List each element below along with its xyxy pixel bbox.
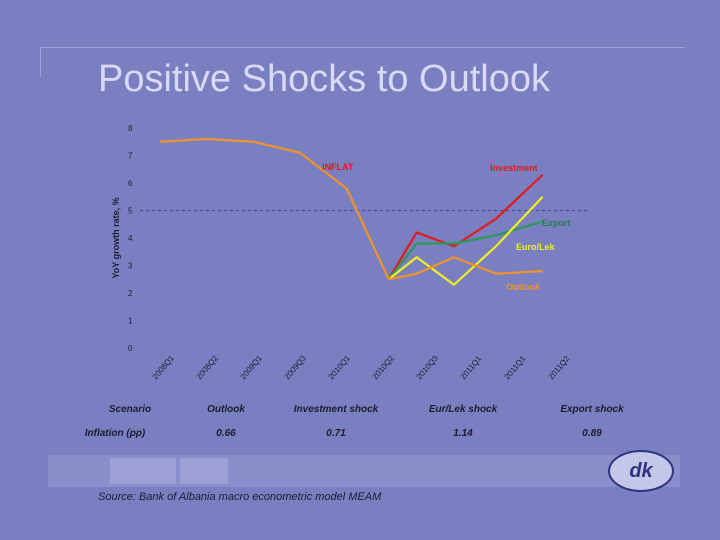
series-line-eurolek xyxy=(387,195,544,286)
y-tick-label: 6 xyxy=(128,179,133,188)
y-tick-label: 8 xyxy=(128,124,133,133)
y-axis-label: YoY growth rate, % xyxy=(111,197,121,278)
table-header-outlook: Outlook xyxy=(207,404,245,415)
x-tick-label: 2011Q1 xyxy=(503,354,528,382)
line-chart: 0 1 2 3 4 5 6 7 8 YoY growth rate, % 2008Q1 2008Q2 2… xyxy=(111,124,590,382)
y-tick-label: 3 xyxy=(128,262,133,271)
x-tick-label: 2009Q3 xyxy=(283,353,309,381)
table-header-row: Scenario Outlook Investment shock Eur/Le… xyxy=(0,404,720,420)
x-tick-label: 2010Q1 xyxy=(327,353,353,381)
series-label-export: Export xyxy=(542,218,571,228)
table-header-scenario: Scenario xyxy=(108,404,152,415)
header-rule xyxy=(40,47,685,48)
building-graphic xyxy=(110,458,176,484)
series-label-investment: Investment xyxy=(490,163,538,173)
y-tick-label: 1 xyxy=(128,317,133,326)
table-data-row: Inflation (pp) 0.66 0.71 1.14 0.89 xyxy=(0,428,720,444)
table-cell-investment: 0.71 xyxy=(326,428,346,439)
series-label-outlook: Outlook xyxy=(506,282,541,292)
x-tick-label: 2011Q2 xyxy=(547,354,572,382)
series-line-inflat xyxy=(159,137,390,280)
header-side-rule xyxy=(40,47,41,77)
table-cell-export: 0.89 xyxy=(582,428,602,439)
y-tick-label: 2 xyxy=(128,289,133,298)
logo-text: dk xyxy=(629,459,653,482)
x-tick-label: 2010Q2 xyxy=(371,353,397,381)
building-graphic-2 xyxy=(180,458,228,484)
table-header-eurlek: Eur/Lek shock xyxy=(428,404,498,415)
table-cell-eurlek: 1.14 xyxy=(453,428,473,439)
y-tick-label: 4 xyxy=(128,234,133,243)
table-header-export: Export shock xyxy=(560,404,624,415)
series-label-eurolek: Euro/Lek xyxy=(516,242,556,252)
bank-logo: dk xyxy=(608,450,674,492)
table-header-investment: Investment shock xyxy=(293,404,379,415)
y-tick-label: 7 xyxy=(128,152,133,161)
y-tick-label: 0 xyxy=(128,344,133,353)
table-cell-outlook: 0.66 xyxy=(216,428,236,439)
x-tick-label: 2008Q2 xyxy=(195,353,221,381)
x-tick-label: 2011Q1 xyxy=(459,354,484,382)
y-tick-label: 5 xyxy=(128,207,133,216)
series-line-investment xyxy=(387,173,544,280)
x-tick-label: 2008Q1 xyxy=(151,353,177,381)
source-note: Source: Bank of Albania macro econometri… xyxy=(98,491,382,503)
table-cell-inflation-label: Inflation (pp) xyxy=(84,428,146,439)
series-line-outlook xyxy=(388,256,543,281)
series-label-inflat: INFLAT xyxy=(322,162,354,172)
x-tick-label: 2009Q1 xyxy=(239,353,265,381)
x-tick-label: 2010Q3 xyxy=(415,353,441,381)
page-title: Positive Shocks to Outlook xyxy=(98,58,550,100)
